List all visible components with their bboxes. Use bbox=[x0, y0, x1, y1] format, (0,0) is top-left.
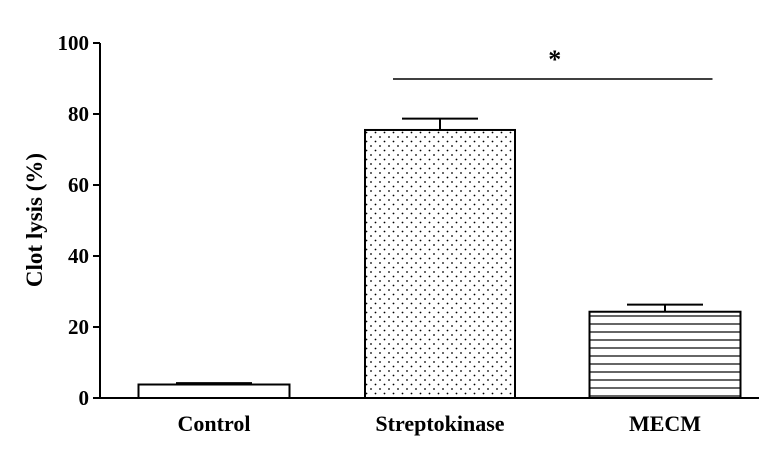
y-tick-label: 60 bbox=[68, 173, 89, 197]
x-tick-label: MECM bbox=[629, 411, 701, 436]
y-tick-label: 20 bbox=[68, 315, 89, 339]
y-tick-label: 0 bbox=[79, 386, 90, 410]
x-tick-label: Control bbox=[178, 411, 251, 436]
y-tick-label: 80 bbox=[68, 102, 89, 126]
bar-streptokinase bbox=[364, 128, 516, 399]
bar-mecm bbox=[588, 310, 742, 399]
y-tick-label: 40 bbox=[68, 244, 89, 268]
significance-label: * bbox=[548, 45, 561, 74]
bar-control bbox=[137, 383, 291, 400]
x-tick-label: Streptokinase bbox=[375, 411, 504, 436]
y-tick-label: 100 bbox=[58, 31, 90, 55]
y-axis-label: Clot lysis (%) bbox=[22, 153, 47, 287]
